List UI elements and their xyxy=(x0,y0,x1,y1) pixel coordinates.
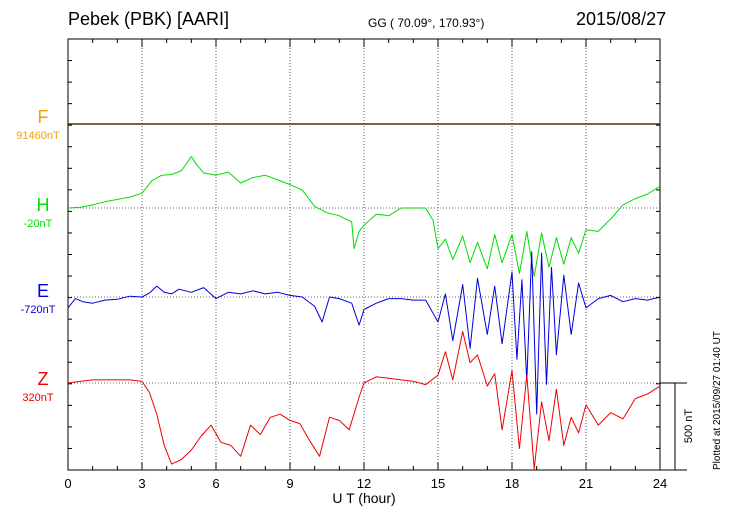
station-title: Pebek (PBK) [AARI] xyxy=(68,9,230,29)
channel-name-h: H xyxy=(37,195,50,215)
x-tick-label: 3 xyxy=(138,476,145,491)
x-tick-label: 24 xyxy=(653,476,667,491)
channel-name-z: Z xyxy=(38,369,49,389)
geographic-coordinates: GG ( 70.09°, 170.93°) xyxy=(368,16,485,30)
channel-baseline-f: 91460nT xyxy=(16,130,60,142)
grid xyxy=(141,39,587,470)
x-tick-label: 15 xyxy=(431,476,445,491)
x-tick-label: 18 xyxy=(505,476,519,491)
scale-bar-label: 500 nT xyxy=(683,409,695,444)
channel-name-f: F xyxy=(38,107,49,127)
scale-bar: 500 nT xyxy=(660,382,695,471)
channel-name-e: E xyxy=(37,281,49,301)
x-tick-label: 9 xyxy=(286,476,293,491)
x-tick-label: 0 xyxy=(64,476,71,491)
x-axis-label: U T (hour) xyxy=(332,490,395,506)
x-tick-label: 6 xyxy=(212,476,219,491)
axis-ticks: 0 3 6 9 12 15 18 21 24 xyxy=(64,38,667,491)
series-line-h xyxy=(67,156,661,278)
series-line-z xyxy=(67,331,661,470)
channel-baseline-h: -20nT xyxy=(24,218,53,230)
x-tick-label: 12 xyxy=(357,476,371,491)
series-line-e xyxy=(67,251,661,415)
series-lines xyxy=(67,123,661,470)
channel-labels: F 91460nT H -20nT E -720nT Z 320nT xyxy=(16,107,60,404)
x-tick-label: 21 xyxy=(579,476,593,491)
channel-baseline-z: 320nT xyxy=(22,392,53,404)
channel-baseline-e: -720nT xyxy=(21,304,56,316)
plot-date: 2015/08/27 xyxy=(576,9,667,29)
